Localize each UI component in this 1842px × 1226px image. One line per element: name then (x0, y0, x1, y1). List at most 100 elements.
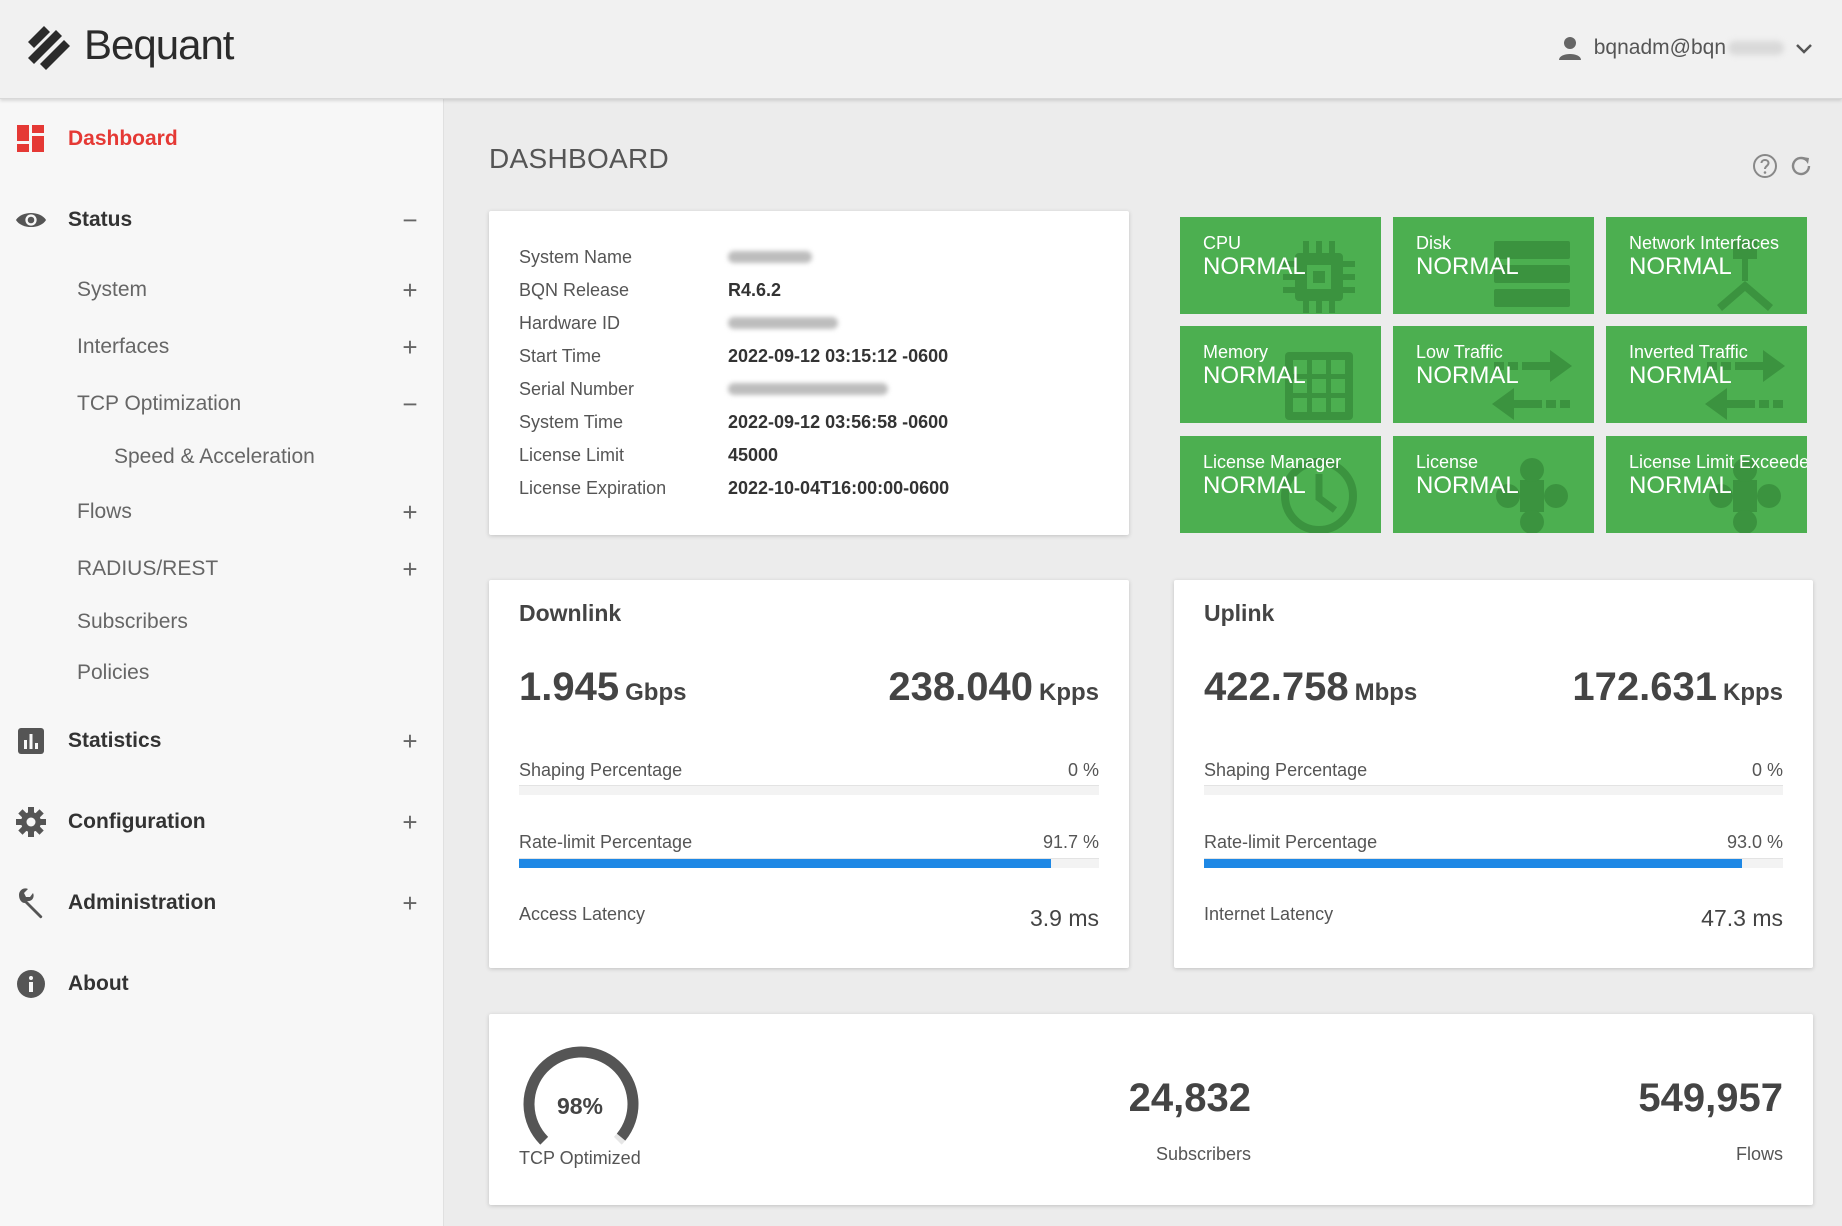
expand-icon[interactable]: + (402, 497, 418, 527)
license-limit-label: License Limit (519, 444, 625, 465)
expand-icon[interactable]: + (402, 726, 418, 756)
card-title: Downlink (519, 600, 622, 626)
tile-state: NORMAL (1203, 253, 1306, 280)
sidebar-item-label: Flows (77, 500, 132, 523)
sidebar-item-label: TCP Optimization (77, 392, 242, 415)
sidebar-item-dashboard[interactable]: Dashboard (0, 119, 444, 159)
throughput-unit: Gbps (625, 679, 687, 706)
status-tile-license[interactable]: License NORMAL (1393, 436, 1594, 533)
packet-rate-unit: Kpps (1039, 679, 1099, 706)
bqn-release-label: BQN Release (519, 279, 630, 300)
sidebar-item-about[interactable]: About (0, 964, 444, 1004)
status-tile-cpu[interactable]: CPU NORMAL (1180, 217, 1381, 314)
collapse-icon[interactable]: − (402, 389, 418, 419)
ratelimit-value: 93.0 % (1726, 832, 1783, 852)
hardware-id-row: Hardware ID (519, 310, 838, 336)
status-tile-license-limit-exceeded[interactable]: License Limit Exceeded NORMAL (1606, 436, 1807, 533)
expand-icon[interactable]: + (402, 888, 418, 918)
collapse-icon[interactable]: − (402, 205, 418, 235)
status-tile-network-interfaces[interactable]: Network Interfaces NORMAL (1606, 217, 1807, 314)
shaping-value: 0 % (1751, 760, 1783, 780)
puzzle-icon (1496, 458, 1568, 533)
user-name: bqnadm@bqn (1593, 36, 1726, 59)
sidebar-item-system[interactable]: System + (0, 272, 444, 308)
tile-state: NORMAL (1416, 362, 1519, 389)
expand-icon[interactable]: + (402, 554, 418, 584)
gauge-value: 98% (557, 1093, 603, 1119)
expand-icon[interactable]: + (402, 807, 418, 837)
tile-state: NORMAL (1416, 472, 1519, 499)
sidebar-item-label: Dashboard (68, 127, 178, 150)
expand-icon[interactable]: + (402, 275, 418, 305)
system-name-label: System Name (519, 246, 633, 267)
tile-name: Memory (1203, 342, 1269, 362)
clock-icon (1281, 458, 1357, 533)
brand-logo[interactable]: Bequant (26, 20, 234, 70)
brand-name: Bequant (84, 21, 234, 68)
sidebar-item-tcp-optimization[interactable]: TCP Optimization − (0, 386, 444, 422)
sidebar-item-label: Policies (77, 661, 150, 684)
system-time-label: System Time (519, 411, 624, 432)
tile-state: NORMAL (1203, 472, 1306, 499)
expand-icon[interactable]: + (402, 332, 418, 362)
shaping-bar (519, 785, 1099, 795)
gear-icon (15, 806, 47, 838)
subscribers-count: 24,832 (1128, 1076, 1251, 1120)
uplink-card: Uplink 422.758 Mbps 172.631 Kpps Shaping P… (1174, 580, 1813, 968)
license-expiration-label: License Expiration (519, 477, 667, 498)
sidebar-item-subscribers[interactable]: Subscribers (0, 604, 444, 640)
latency-value: 47.3 ms (1701, 905, 1783, 931)
sidebar-item-policies[interactable]: Policies (0, 655, 444, 691)
throughput-unit: Mbps (1354, 679, 1418, 706)
chevron-down-icon[interactable] (1794, 38, 1814, 58)
status-tile-inverted-traffic[interactable]: Inverted Traffic NORMAL (1606, 326, 1807, 423)
system-info-card: System Name BQN Release R4.6.2 Hardware … (489, 211, 1129, 535)
redacted-value (728, 251, 812, 263)
transfer-icon (1705, 350, 1785, 420)
ratelimit-label: Rate-limit Percentage (519, 832, 693, 852)
sidebar-item-label: Subscribers (77, 610, 188, 633)
refresh-icon[interactable] (1788, 153, 1814, 179)
bar-chart-icon (15, 725, 47, 757)
redacted-value (728, 317, 838, 329)
sidebar-item-status[interactable]: Status − (0, 200, 444, 240)
tile-name: License Limit Exceeded (1629, 452, 1807, 472)
tile-state: NORMAL (1629, 362, 1732, 389)
status-tile-memory[interactable]: Memory NORMAL (1180, 326, 1381, 423)
top-bar: Bequant bqnadm@bqn (0, 0, 1842, 99)
info-icon (15, 968, 47, 1000)
sidebar-item-radius-rest[interactable]: RADIUS/REST + (0, 551, 444, 587)
tile-state: NORMAL (1629, 253, 1732, 280)
redacted-text (1728, 41, 1784, 55)
cpu-icon (1283, 241, 1355, 313)
card-title: Uplink (1204, 600, 1275, 626)
tile-name: License Manager (1203, 452, 1342, 472)
license-expiration-value: 2022-10-04T16:00:00-0600 (728, 477, 950, 498)
sidebar-item-interfaces[interactable]: Interfaces + (0, 329, 444, 365)
throughput-value: 1.945 Gbps (519, 665, 686, 710)
eye-icon (15, 204, 47, 236)
sidebar-item-flows[interactable]: Flows + (0, 494, 444, 530)
flows-label: Flows (1735, 1144, 1783, 1164)
summary-card: 98% TCP Optimized 24,832 Subscribers 549… (489, 1014, 1813, 1205)
transfer-icon (1492, 350, 1572, 420)
tile-name: Inverted Traffic (1629, 342, 1748, 362)
puzzle-icon (1709, 458, 1781, 533)
status-tile-disk[interactable]: Disk NORMAL (1393, 217, 1594, 314)
sidebar-item-statistics[interactable]: Statistics + (0, 721, 444, 761)
status-tile-license-manager[interactable]: License Manager NORMAL (1180, 436, 1381, 533)
throughput-number: 1.945 (519, 665, 620, 709)
sidebar-item-configuration[interactable]: Configuration + (0, 802, 444, 842)
status-tile-low-traffic[interactable]: Low Traffic NORMAL (1393, 326, 1594, 423)
sidebar-item-speed-acceleration[interactable]: Speed & Acceleration (0, 439, 444, 475)
help-icon[interactable] (1752, 153, 1778, 179)
bequant-logo-icon (28, 26, 70, 70)
tile-name: Disk (1416, 233, 1451, 253)
system-name-row: System Name (519, 244, 812, 270)
downlink-card: Downlink 1.945 Gbps 238.040 Kpps Shaping P… (489, 580, 1129, 968)
user-menu[interactable]: bqnadm@bqn (1556, 34, 1814, 62)
sidebar-item-administration[interactable]: Administration + (0, 883, 444, 923)
sidebar-item-label: About (68, 972, 129, 995)
sidebar-item-label: RADIUS/REST (77, 557, 219, 580)
wrench-icon (15, 887, 47, 919)
